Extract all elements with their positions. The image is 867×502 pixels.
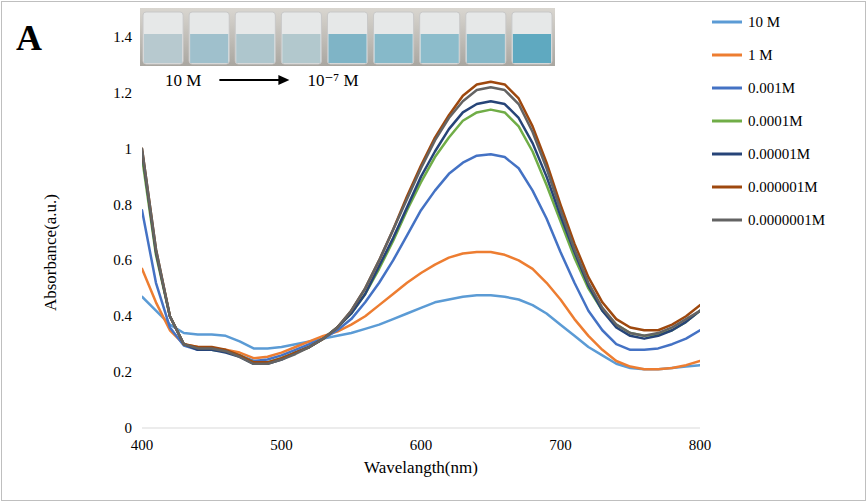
- vial: [189, 12, 229, 64]
- annotation: 10 M: [165, 71, 201, 90]
- photo-background: [140, 8, 555, 66]
- legend-label: 0.000001M: [748, 179, 818, 195]
- annotation-arrow: [219, 79, 281, 81]
- vial: [512, 12, 552, 64]
- vial: [281, 12, 321, 64]
- vial-liquid: [328, 34, 366, 63]
- x-tick-label: 800: [689, 437, 712, 453]
- chart-frame: [2, 2, 866, 501]
- y-tick-label: 1.4: [113, 29, 132, 45]
- legend-label: 1 M: [748, 47, 773, 63]
- y-tick-label: 0.2: [113, 364, 132, 380]
- y-tick-label: 0.8: [113, 197, 132, 213]
- y-tick: [139, 316, 142, 317]
- y-tick: [139, 37, 142, 38]
- vial-liquid: [144, 34, 182, 63]
- x-tick: [281, 428, 282, 431]
- legend-label: 0.0001M: [748, 113, 803, 129]
- vial: [143, 12, 183, 64]
- x-tick: [421, 428, 422, 431]
- series-line: [142, 295, 700, 369]
- x-tick: [560, 428, 561, 431]
- legend-swatch: [712, 54, 742, 57]
- legend-label: 10 M: [748, 14, 780, 30]
- y-tick-label: 0.4: [113, 308, 132, 324]
- x-tick-label: 600: [410, 437, 433, 453]
- legend-swatch: [712, 120, 742, 123]
- vial-liquid: [282, 34, 320, 63]
- x-tick-label: 400: [131, 437, 154, 453]
- legend-swatch: [712, 87, 742, 90]
- vial: [327, 12, 367, 64]
- inset-photo: [140, 8, 555, 66]
- y-tick-label: 0: [125, 420, 133, 436]
- series-line: [142, 82, 700, 363]
- x-tick-label: 500: [270, 437, 293, 453]
- series-line: [142, 154, 700, 361]
- y-tick-label: 1.2: [113, 85, 132, 101]
- vial-liquid: [513, 34, 551, 63]
- vial-liquid: [467, 34, 505, 63]
- vial-liquid: [236, 34, 274, 63]
- y-tick-label: 1: [125, 141, 133, 157]
- y-axis-title: Absorbance(a.u.): [41, 194, 60, 311]
- vial: [374, 12, 414, 64]
- legend-swatch: [712, 21, 742, 24]
- legend: 10 M 1 M 0.001M 0.0001M 0.00001M 0.000001M 0.0…: [712, 14, 825, 228]
- vial: [466, 12, 506, 64]
- y-tick: [139, 372, 142, 373]
- y-tick-label: 0.6: [113, 252, 132, 268]
- vial-liquid: [375, 34, 413, 63]
- vial-liquid: [421, 34, 459, 63]
- legend-swatch: [712, 153, 742, 156]
- annotation-arrowhead: [278, 75, 289, 85]
- vial-liquid: [190, 34, 228, 63]
- x-tick-label: 700: [549, 437, 572, 453]
- series-line: [142, 87, 700, 363]
- y-tick: [139, 92, 142, 93]
- x-tick: [700, 428, 701, 431]
- panel-label: A: [16, 18, 42, 58]
- legend-swatch: [712, 186, 742, 189]
- legend-label: 0.0000001M: [748, 212, 825, 228]
- plot-lines: [142, 82, 700, 370]
- chart: A 0 0.2 0.4 0.6 0.8 1 1.2 1.4 400 500 600 700 800 Wave…: [0, 0, 867, 502]
- x-axis-title: Wavelangth(nm): [364, 458, 478, 477]
- x-tick: [142, 428, 143, 431]
- legend-label: 0.001M: [748, 80, 795, 96]
- legend-label: 0.00001M: [748, 146, 810, 162]
- vial: [235, 12, 275, 64]
- y-tick: [139, 428, 142, 429]
- y-tick: [139, 260, 142, 261]
- y-tick: [139, 148, 142, 149]
- legend-swatch: [712, 219, 742, 222]
- y-tick: [139, 204, 142, 205]
- vial: [420, 12, 460, 64]
- annotation: 10⁻⁷ M: [307, 71, 358, 90]
